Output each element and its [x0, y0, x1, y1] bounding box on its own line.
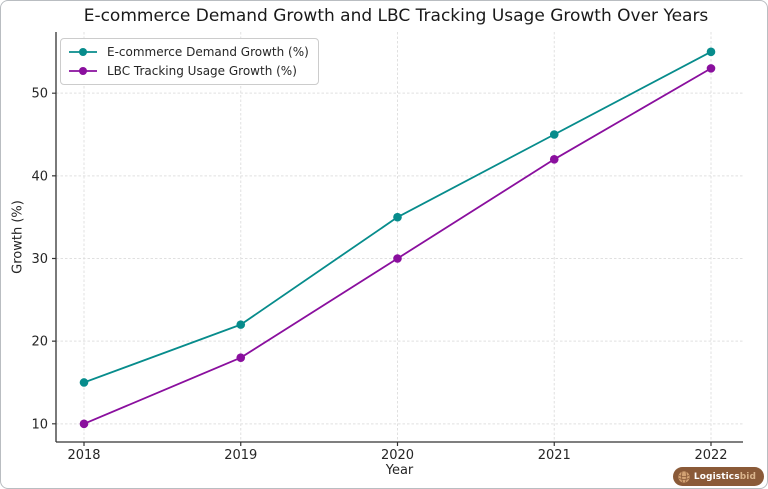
legend-line-sample-icon: [69, 66, 97, 75]
data-point: [79, 419, 89, 429]
logo-text-bold: Logistics: [693, 471, 740, 482]
y-axis-label: Growth (%): [10, 200, 26, 274]
legend-label: E-commerce Demand Growth (%): [107, 44, 309, 59]
data-point: [706, 47, 716, 57]
data-point: [393, 212, 402, 222]
y-tick-label: 50: [31, 87, 48, 102]
logo-text: Logisticsbid: [694, 472, 756, 482]
x-tick-label: 2022: [694, 448, 727, 463]
logisticsbid-logo: Logisticsbid: [672, 467, 764, 486]
x-tick-label: 2021: [538, 448, 571, 463]
data-point: [393, 254, 402, 263]
y-tick-label: 30: [31, 252, 48, 267]
data-point: [706, 64, 716, 73]
x-axis-label: Year: [385, 463, 414, 478]
wicker-ball-icon: [678, 470, 690, 483]
legend-label: LBC Tracking Usage Growth (%): [107, 63, 297, 78]
x-tick-label: 2019: [224, 448, 257, 463]
data-point: [236, 320, 246, 329]
data-point: [236, 353, 246, 362]
legend: E-commerce Demand Growth (%) LBC Trackin…: [60, 38, 319, 85]
data-point: [549, 154, 559, 164]
y-tick-label: 10: [31, 417, 48, 432]
data-point: [79, 378, 89, 387]
data-point: [549, 130, 559, 139]
legend-item-lbc: LBC Tracking Usage Growth (%): [68, 61, 309, 80]
legend-item-ecommerce: E-commerce Demand Growth (%): [68, 42, 309, 61]
y-tick-label: 20: [31, 335, 48, 350]
x-tick-label: 2018: [67, 448, 100, 463]
chart-title: E-commerce Demand Growth and LBC Trackin…: [83, 6, 709, 26]
x-tick-label: 2020: [381, 448, 414, 463]
logo-text-light: bid: [739, 471, 756, 482]
legend-line-sample-icon: [69, 47, 97, 56]
y-tick-label: 40: [31, 169, 48, 184]
